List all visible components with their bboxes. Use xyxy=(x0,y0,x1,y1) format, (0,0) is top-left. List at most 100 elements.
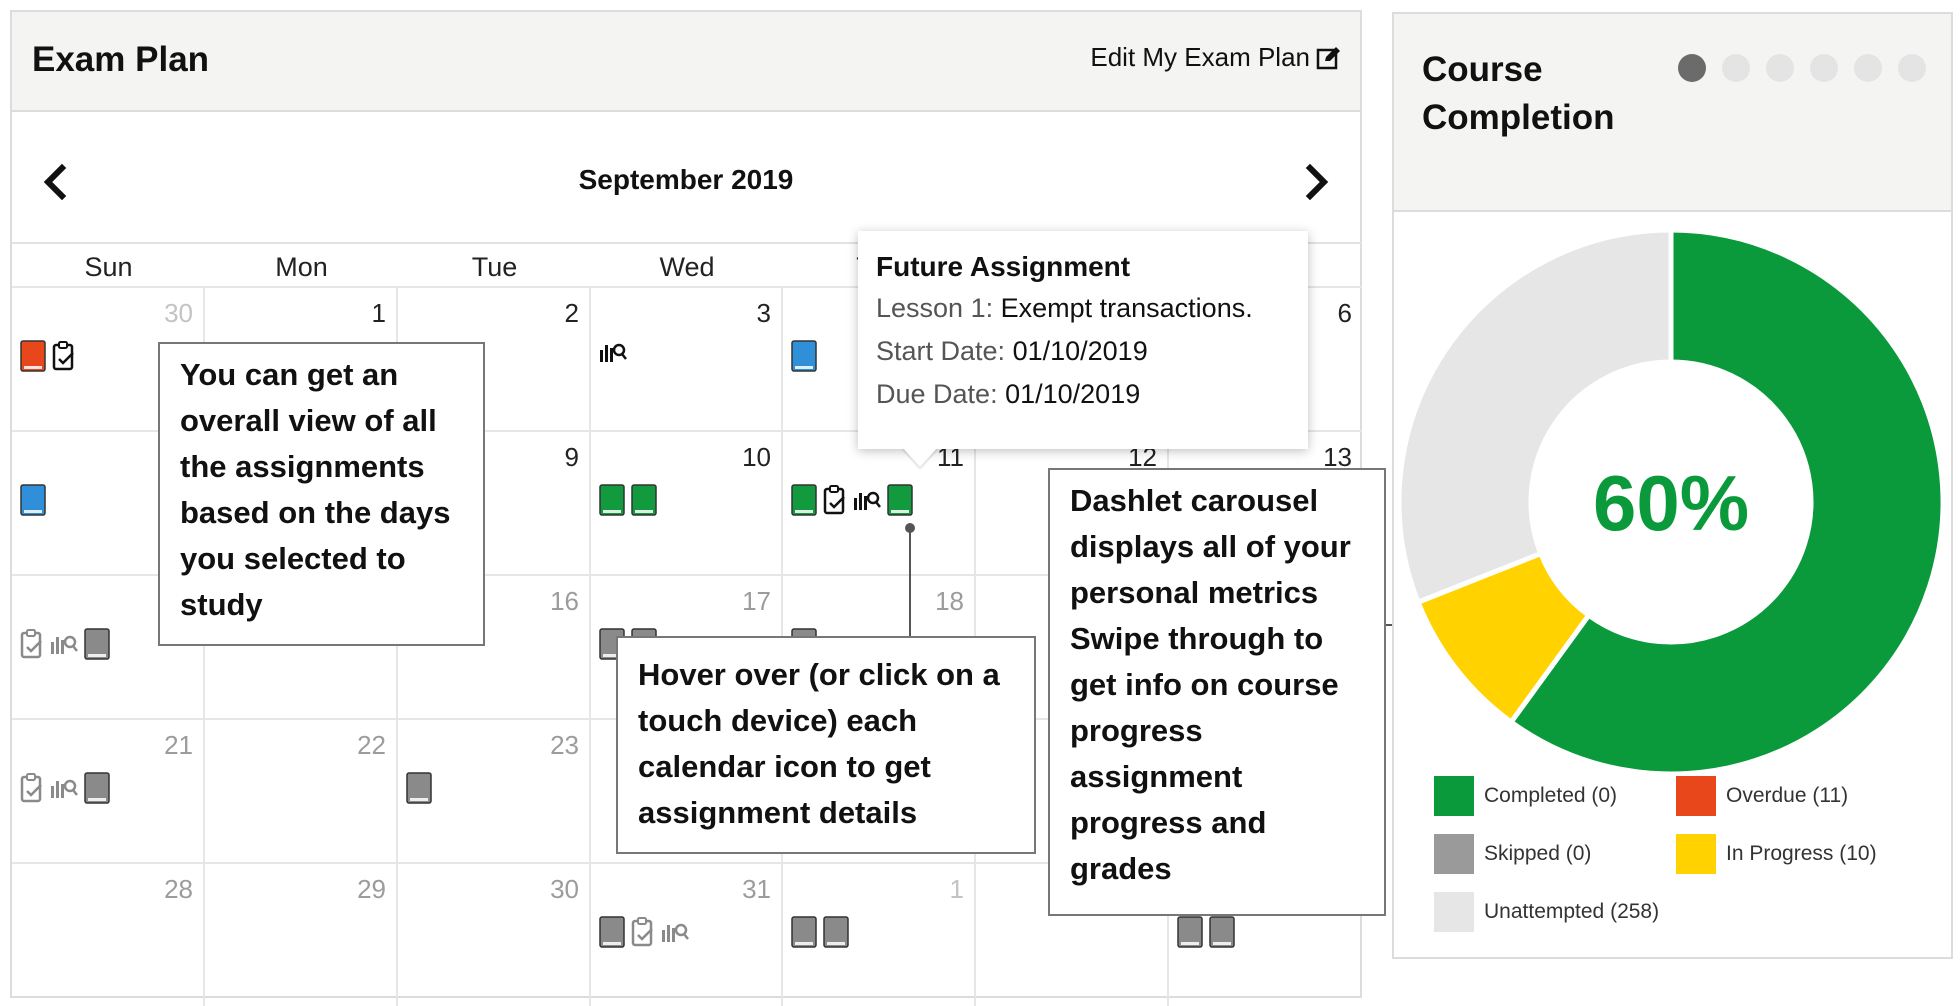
assignment-icons xyxy=(1177,916,1235,948)
callout-hover-pointer-dot xyxy=(905,523,915,533)
book-icon[interactable] xyxy=(823,916,849,948)
day-number: 30 xyxy=(550,874,579,904)
calendar-day-cell[interactable]: 2 xyxy=(398,286,591,430)
legend-label: Skipped (0) xyxy=(1484,842,1592,865)
calendar-day-cell[interactable]: 31 xyxy=(591,862,783,1006)
assignment-icons xyxy=(20,772,110,804)
book-icon[interactable] xyxy=(631,484,657,516)
assignment-icons xyxy=(791,484,913,516)
day-number: 17 xyxy=(742,586,771,616)
legend-label: Completed (0) xyxy=(1484,784,1618,807)
clipboard-check-icon[interactable] xyxy=(823,485,847,515)
calendar-day-cell[interactable]: 23 xyxy=(398,718,591,862)
book-icon[interactable] xyxy=(791,484,817,516)
calendar-day-cell[interactable] xyxy=(12,574,205,718)
calendar-day-cell[interactable]: 1 xyxy=(783,862,976,1006)
carousel-dot[interactable] xyxy=(1854,54,1882,82)
course-completion-header: Course Completion xyxy=(1394,14,1951,212)
weekday-wed: Wed xyxy=(659,252,715,282)
bar-chart-search-icon[interactable] xyxy=(50,632,78,656)
chevron-left-icon[interactable] xyxy=(38,162,72,202)
bar-chart-search-icon[interactable] xyxy=(853,488,881,512)
book-icon[interactable] xyxy=(406,772,432,804)
calendar-day-cell[interactable]: 28 xyxy=(12,862,205,1006)
day-number: 16 xyxy=(550,586,579,616)
legend-item: Unattempted (258) xyxy=(1434,892,1659,932)
clipboard-check-icon[interactable] xyxy=(631,917,655,947)
donut-segment-completed[interactable] xyxy=(1507,227,1946,777)
book-icon[interactable] xyxy=(1177,916,1203,948)
day-number: 13 xyxy=(1323,442,1352,472)
day-number: 1 xyxy=(949,874,964,904)
bar-chart-search-icon[interactable] xyxy=(599,340,627,364)
calendar-day-cell[interactable]: 11 xyxy=(783,430,976,574)
day-number: 1 xyxy=(371,298,386,328)
assignment-icons xyxy=(20,340,76,372)
bar-chart-search-icon[interactable] xyxy=(661,920,689,944)
tooltip-start-value: 01/10/2019 xyxy=(1012,336,1148,366)
carousel-dot[interactable] xyxy=(1810,54,1838,82)
tooltip-due-value: 01/10/2019 xyxy=(1005,379,1141,409)
course-completion-title: Course Completion xyxy=(1422,50,1615,137)
calendar-day-cell[interactable]: 3 xyxy=(591,286,783,430)
exam-plan-header: Exam Plan Edit My Exam Plan xyxy=(12,12,1360,112)
calendar-day-cell[interactable]: 21 xyxy=(12,718,205,862)
assignment-icons xyxy=(599,484,657,516)
tooltip-due-row: Due Date: 01/10/2019 xyxy=(876,379,1290,410)
bar-chart-search-icon[interactable] xyxy=(50,776,78,800)
calendar-day-cell[interactable]: 30 xyxy=(398,862,591,1006)
calendar-day-cell[interactable]: 29 xyxy=(205,862,398,1006)
book-icon[interactable] xyxy=(20,340,46,372)
carousel-dot[interactable] xyxy=(1722,54,1750,82)
calendar-day-cell[interactable]: 10 xyxy=(591,430,783,574)
tooltip-lesson-row: Lesson 1: Exempt transactions. xyxy=(876,293,1290,324)
carousel-dot[interactable] xyxy=(1898,54,1926,82)
chevron-right-icon[interactable] xyxy=(1300,162,1334,202)
calendar-day-cell[interactable]: 9 xyxy=(398,430,591,574)
tooltip-start-label: Start Date: xyxy=(876,336,1006,366)
clipboard-check-icon[interactable] xyxy=(52,341,76,371)
callout-hover-pointer xyxy=(909,528,911,636)
clipboard-check-icon[interactable] xyxy=(20,773,44,803)
day-number: 10 xyxy=(742,442,771,472)
tooltip-lesson-label: Lesson 1: xyxy=(876,293,994,323)
weekday-tue: Tue xyxy=(471,252,518,282)
book-icon[interactable] xyxy=(1209,916,1235,948)
legend-swatch xyxy=(1676,776,1716,816)
clipboard-check-icon[interactable] xyxy=(20,629,44,659)
carousel-dot[interactable] xyxy=(1678,54,1706,82)
book-icon[interactable] xyxy=(791,916,817,948)
legend-item: In Progress (10) xyxy=(1676,834,1877,874)
day-number: 22 xyxy=(357,730,386,760)
book-icon[interactable] xyxy=(791,340,817,372)
weekday-sun: Sun xyxy=(84,252,133,282)
calendar-day-cell[interactable]: 22 xyxy=(205,718,398,862)
book-icon[interactable] xyxy=(599,484,625,516)
tooltip-start-row: Start Date: 01/10/2019 xyxy=(876,336,1290,367)
calendar-day-cell[interactable]: 16 xyxy=(398,574,591,718)
book-icon[interactable] xyxy=(84,772,110,804)
assignment-icons xyxy=(791,916,849,948)
month-title: September 2019 xyxy=(578,164,794,195)
tooltip-due-label: Due Date: xyxy=(876,379,998,409)
callout-carousel: Dashlet carousel displays all of your pe… xyxy=(1048,468,1386,916)
book-icon[interactable] xyxy=(20,484,46,516)
book-icon[interactable] xyxy=(84,628,110,660)
book-icon[interactable] xyxy=(599,916,625,948)
book-icon[interactable] xyxy=(887,484,913,516)
legend-label: Unattempted (258) xyxy=(1484,900,1660,923)
day-number: 31 xyxy=(742,874,771,904)
day-number: 28 xyxy=(164,874,193,904)
tooltip-lesson-value: Exempt transactions. xyxy=(1000,293,1253,323)
completion-percent-label: 60% xyxy=(1593,459,1749,547)
edit-exam-plan-link[interactable]: Edit My Exam Plan xyxy=(1090,42,1342,73)
carousel-dots xyxy=(1678,54,1926,82)
donut-segment-unattempted[interactable] xyxy=(1396,227,1674,606)
day-number: 30 xyxy=(164,298,193,328)
carousel-dot[interactable] xyxy=(1766,54,1794,82)
weekday-mon: Mon xyxy=(275,252,328,282)
legend-swatch xyxy=(1676,834,1716,874)
assignment-tooltip: Future Assignment Lesson 1: Exempt trans… xyxy=(858,231,1308,449)
day-number: 9 xyxy=(564,442,579,472)
legend-item: Completed (0) xyxy=(1434,776,1617,816)
